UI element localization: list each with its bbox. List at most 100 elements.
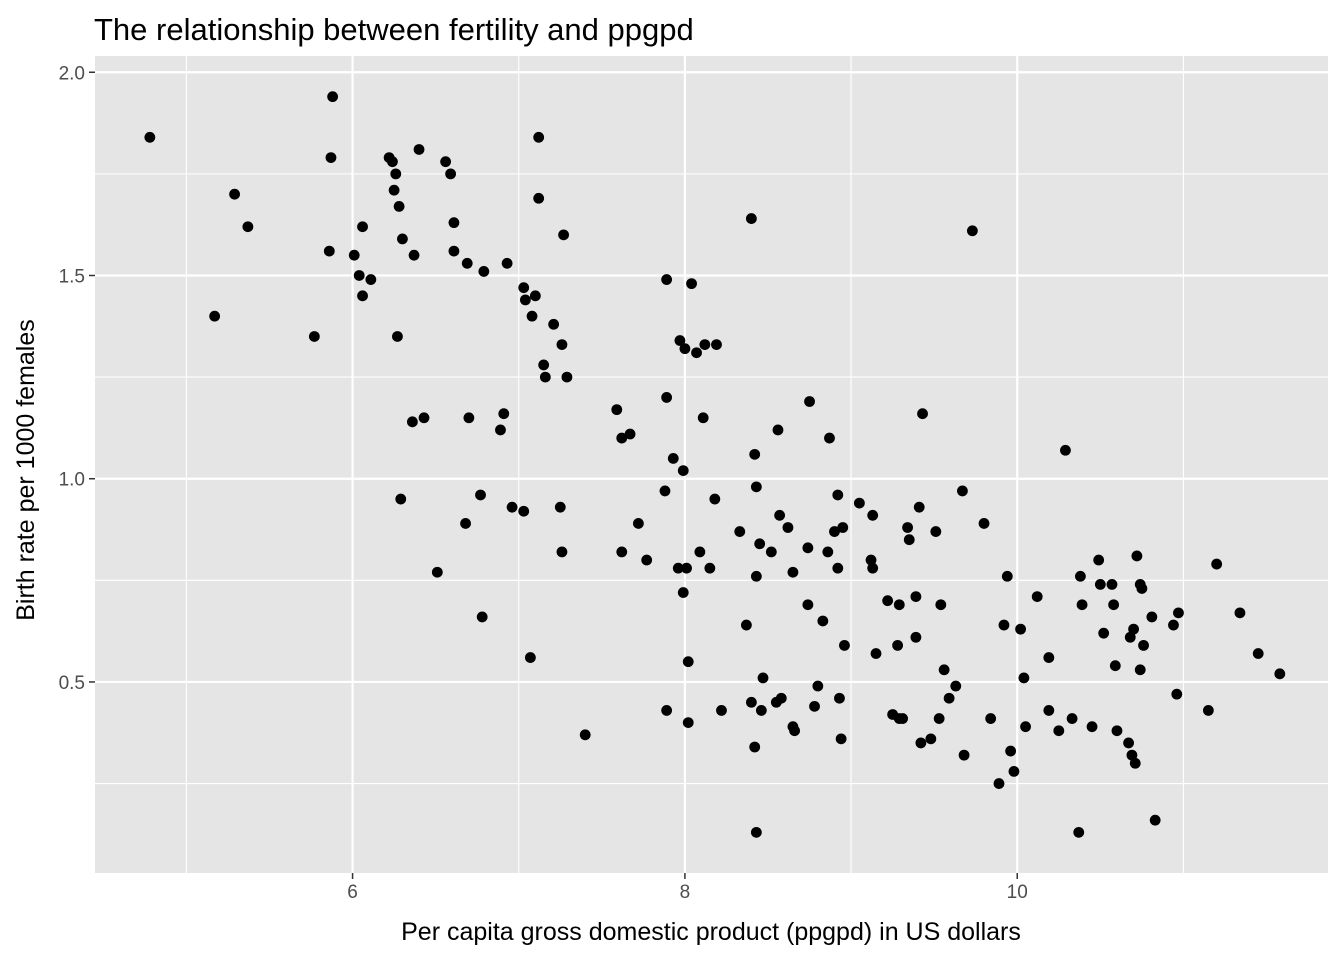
data-point — [209, 310, 221, 322]
data-point — [1001, 570, 1013, 582]
data-point — [870, 648, 882, 659]
data-point — [674, 335, 686, 346]
data-point — [448, 245, 460, 257]
data-point — [1171, 688, 1183, 700]
data-point — [817, 615, 829, 627]
data-point — [754, 538, 766, 550]
data-point — [966, 225, 978, 237]
data-point — [475, 489, 486, 501]
data-point — [865, 554, 877, 566]
data-point — [745, 213, 757, 224]
data-point — [1252, 648, 1264, 659]
data-point — [348, 249, 360, 261]
data-point — [775, 692, 787, 704]
data-point — [882, 595, 894, 607]
data-point — [734, 526, 746, 537]
data-point — [392, 331, 403, 342]
data-point — [659, 485, 671, 497]
data-point — [524, 652, 536, 663]
data-point — [388, 184, 400, 196]
data-point — [829, 526, 840, 537]
data-point — [554, 501, 566, 513]
data-point — [697, 412, 709, 424]
x-tick-label: 8 — [680, 882, 691, 903]
data-point — [985, 713, 997, 724]
data-point — [413, 144, 425, 155]
data-point — [804, 396, 815, 407]
y-axis: 0.5 1.0 1.5 2.0 — [59, 63, 95, 694]
data-point — [325, 152, 337, 164]
data-point — [897, 713, 908, 724]
data-point — [229, 188, 240, 200]
data-point — [539, 371, 551, 383]
data-point — [677, 587, 689, 598]
data-point — [387, 156, 398, 168]
data-point — [418, 412, 430, 424]
data-point — [913, 501, 925, 513]
data-point — [661, 705, 673, 716]
data-point — [1053, 725, 1065, 737]
data-point — [632, 518, 644, 529]
data-point — [757, 672, 769, 684]
data-point — [327, 91, 339, 103]
data-point — [837, 522, 849, 533]
data-point — [681, 562, 692, 574]
data-point — [822, 546, 834, 558]
data-point — [893, 599, 905, 611]
data-point — [1106, 579, 1118, 590]
data-point — [772, 424, 784, 436]
data-point — [518, 505, 530, 517]
data-point — [672, 562, 684, 574]
data-point — [445, 168, 457, 180]
data-point — [1005, 745, 1017, 757]
data-point — [933, 713, 945, 724]
data-point — [978, 518, 990, 529]
data-point — [395, 493, 407, 505]
data-point — [749, 741, 761, 753]
data-point — [548, 318, 560, 330]
data-point — [579, 729, 591, 741]
data-point — [365, 274, 377, 285]
data-point — [943, 692, 955, 704]
data-point — [677, 465, 689, 476]
data-point — [1129, 757, 1141, 769]
data-point — [867, 509, 879, 521]
data-point — [506, 501, 518, 513]
data-point — [1073, 826, 1085, 838]
data-point — [461, 257, 473, 269]
data-point — [755, 705, 767, 716]
data-point — [501, 257, 513, 269]
data-point — [704, 562, 716, 574]
data-point — [641, 554, 653, 566]
data-point — [393, 200, 405, 212]
y-tick-label: 0.5 — [59, 673, 85, 694]
data-point — [1202, 705, 1214, 716]
data-point — [1066, 713, 1078, 724]
y-tick-label: 1.0 — [59, 470, 85, 491]
data-point — [357, 290, 368, 302]
data-point — [495, 424, 506, 436]
y-axis-title: Birth rate per 1000 females — [12, 319, 40, 621]
data-point — [1134, 664, 1146, 676]
data-point — [679, 343, 691, 355]
data-point — [353, 270, 365, 281]
x-tick-label: 6 — [347, 882, 358, 903]
plot-panel — [95, 56, 1328, 873]
data-point — [624, 428, 636, 440]
data-point — [915, 737, 927, 749]
data-point — [1018, 672, 1030, 684]
data-point — [902, 522, 913, 533]
data-point — [463, 412, 475, 424]
data-point — [478, 266, 490, 277]
data-point — [1146, 611, 1158, 623]
data-point — [533, 131, 545, 143]
data-point — [917, 408, 928, 420]
data-point — [682, 656, 694, 668]
data-point — [1149, 814, 1161, 826]
data-point — [1031, 591, 1043, 603]
y-tick-label: 1.5 — [59, 266, 85, 287]
data-point — [1075, 570, 1086, 582]
data-point — [1098, 627, 1110, 639]
data-point — [1043, 705, 1055, 716]
data-point — [789, 725, 800, 737]
